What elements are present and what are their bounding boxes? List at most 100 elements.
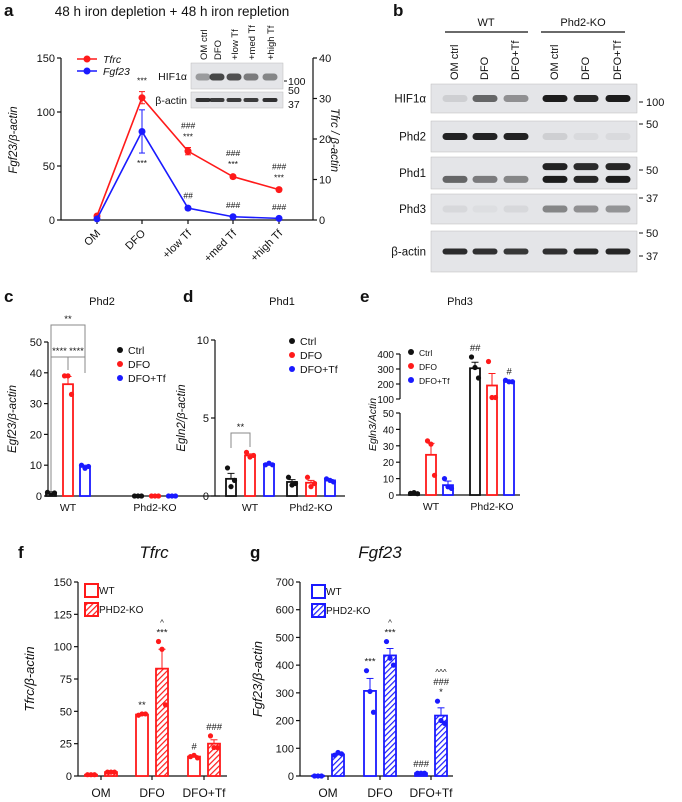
blot-band bbox=[209, 73, 225, 81]
blot-band bbox=[262, 98, 278, 102]
y-tick-label: 0 bbox=[288, 771, 294, 783]
y-tick-label: 25 bbox=[60, 739, 72, 751]
significance-mark: *** bbox=[274, 172, 285, 182]
blot-row-3 bbox=[430, 193, 638, 225]
x-tick-label: DFO bbox=[367, 786, 392, 800]
blot-band bbox=[542, 163, 568, 171]
blot-band bbox=[243, 98, 259, 102]
legend-label-dfo: DFO bbox=[419, 362, 437, 372]
blot-band bbox=[472, 133, 498, 140]
bar bbox=[244, 454, 256, 497]
series-phd2-ko bbox=[331, 638, 448, 777]
blot-band bbox=[605, 163, 631, 171]
significance-bracket bbox=[230, 432, 251, 448]
y-tick-label: 0 bbox=[49, 215, 55, 227]
blot-band bbox=[573, 205, 599, 213]
significance-mark: *** bbox=[156, 627, 167, 638]
blot-band bbox=[503, 133, 529, 140]
x-tick-label: DFO+Tf bbox=[409, 786, 453, 800]
y-tick-label: 300 bbox=[377, 365, 394, 376]
data-point bbox=[387, 655, 393, 661]
series-dfo bbox=[424, 358, 499, 496]
data-point bbox=[142, 711, 149, 717]
significance-mark: ### bbox=[413, 759, 430, 770]
data-point bbox=[214, 744, 221, 751]
blot-band bbox=[605, 205, 631, 213]
x-tick-label: WT bbox=[60, 502, 77, 514]
inset-blot-row bbox=[190, 62, 284, 90]
blot-membrane bbox=[430, 83, 638, 114]
data-point bbox=[243, 449, 250, 455]
y-tick-label: 0 bbox=[203, 491, 209, 503]
panel-label-c: c bbox=[4, 287, 13, 306]
bar bbox=[486, 384, 498, 496]
legend-swatch bbox=[311, 584, 326, 599]
x-tick-label: OM bbox=[318, 786, 337, 800]
significance-mark: ### bbox=[272, 161, 286, 171]
data-point bbox=[318, 773, 325, 779]
y-tick-label: 10 bbox=[30, 460, 42, 472]
y-tick-label: 100 bbox=[54, 642, 72, 654]
blot-row-label: HIF1α bbox=[394, 94, 426, 106]
y-tick-label: 30 bbox=[319, 94, 331, 106]
inset-lane-label: +low Tf bbox=[230, 29, 241, 60]
x-tick-label: +med Tf bbox=[202, 227, 240, 265]
blot-membrane bbox=[430, 156, 638, 190]
blot-row-label: Phd3 bbox=[399, 204, 426, 216]
bar bbox=[135, 713, 149, 777]
y-tick-label: 150 bbox=[54, 577, 72, 589]
data-point bbox=[431, 472, 438, 478]
series-ctrl bbox=[224, 465, 299, 497]
lane-label: DFO+Tf bbox=[510, 40, 522, 80]
blot-band bbox=[503, 205, 529, 213]
data-point bbox=[311, 480, 318, 487]
data-point bbox=[468, 354, 475, 360]
chart-title: Fgf23 bbox=[358, 543, 402, 562]
lane-label: DFO bbox=[479, 56, 491, 80]
y-axis-label: Fgf23/β-actin bbox=[250, 641, 265, 717]
x-tick-label: WT bbox=[242, 502, 259, 514]
data-point bbox=[78, 462, 85, 468]
blot-row-1 bbox=[430, 120, 638, 153]
series-dfo+tf bbox=[262, 460, 337, 497]
significance-bracket bbox=[67, 356, 86, 373]
data-point bbox=[159, 646, 165, 652]
blot-band bbox=[605, 95, 631, 102]
series-phd2-ko bbox=[104, 638, 221, 777]
blot-band bbox=[542, 133, 568, 140]
blot-band bbox=[472, 248, 498, 255]
y-tick-label: 400 bbox=[377, 350, 394, 361]
y-axis-label: Egln3/Actin bbox=[367, 398, 379, 451]
y-tick-label: 10 bbox=[319, 175, 331, 187]
y-tick-label: 100 bbox=[377, 395, 394, 406]
series-wt bbox=[84, 711, 201, 778]
inset-lane-label: DFO bbox=[213, 40, 224, 60]
data-point bbox=[434, 698, 441, 704]
blot-band bbox=[542, 175, 568, 183]
lane-label: DFO bbox=[580, 56, 592, 80]
y-tick-label: 700 bbox=[276, 577, 294, 589]
legend-marker bbox=[83, 67, 91, 75]
bar bbox=[383, 654, 397, 777]
significance-bracket bbox=[50, 356, 69, 373]
y-tick-label: 100 bbox=[276, 743, 294, 755]
significance-mark: *** bbox=[364, 657, 375, 668]
data-point bbox=[65, 373, 71, 379]
data-point bbox=[367, 688, 373, 695]
panel-f-bar-chart: Tfrc 0 25 50 75 100 125 150 Tfrc/β-actin OM DFO DFO… bbox=[22, 543, 227, 800]
blot-band bbox=[442, 248, 468, 255]
x-tick-label: WT bbox=[423, 501, 440, 513]
legend-label-dfo+tf: DFO+Tf bbox=[419, 376, 450, 386]
data-point bbox=[370, 709, 377, 715]
mw-marker: 50 bbox=[646, 228, 658, 240]
y-tick-label: 100 bbox=[37, 107, 55, 119]
inset-lane-label: +med Tf bbox=[247, 25, 258, 60]
legend-marker bbox=[289, 352, 295, 358]
data-point bbox=[438, 717, 444, 724]
data-point bbox=[492, 394, 499, 401]
chart-title: Phd2 bbox=[89, 296, 115, 308]
mw-marker: 50 bbox=[288, 85, 300, 97]
bar bbox=[469, 367, 481, 496]
significance-mark: *** bbox=[228, 159, 239, 169]
